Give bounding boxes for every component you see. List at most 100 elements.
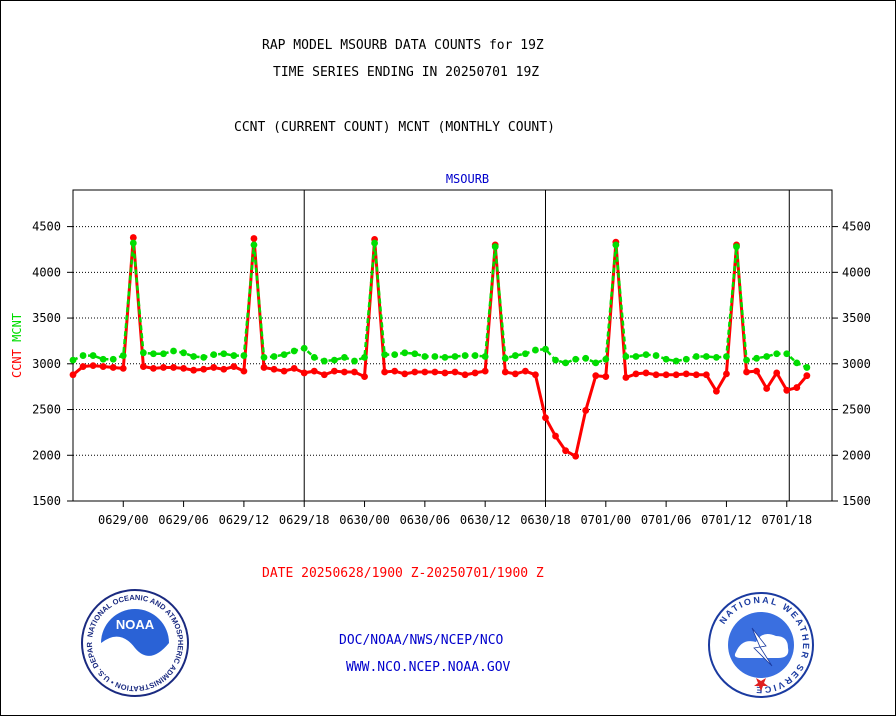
x-tick-label: 0701/18 <box>761 513 812 527</box>
data-point-ccnt <box>582 407 590 414</box>
data-point-ccnt <box>220 365 228 373</box>
data-point-ccnt <box>622 374 630 381</box>
data-point-ccnt <box>330 367 338 375</box>
data-point-ccnt <box>129 234 137 241</box>
data-point-mcnt <box>361 353 368 361</box>
data-point-mcnt <box>702 353 710 360</box>
data-point-mcnt <box>511 352 519 359</box>
data-point-mcnt <box>692 353 700 360</box>
data-point-ccnt <box>280 367 288 375</box>
data-point-ccnt <box>642 369 650 377</box>
data-point-ccnt <box>69 371 77 379</box>
data-point-ccnt <box>682 370 690 378</box>
data-point-mcnt <box>431 353 439 360</box>
data-point-mcnt <box>723 353 730 360</box>
y-tick-label-left: 3000 <box>32 357 61 371</box>
y-tick-label-left: 4500 <box>32 220 61 234</box>
data-point-ccnt <box>702 371 710 379</box>
data-point-mcnt <box>532 346 539 354</box>
data-point-ccnt <box>793 384 801 391</box>
data-point-mcnt <box>803 364 811 371</box>
data-point-mcnt <box>562 359 569 367</box>
data-point-ccnt <box>773 369 781 377</box>
noaa-logo: NATIONAL OCEANIC AND ATMOSPHERIC ADMINIS… <box>80 588 189 697</box>
data-point-mcnt <box>139 349 147 357</box>
data-point-ccnt <box>411 368 419 376</box>
data-point-ccnt <box>351 368 358 376</box>
data-point-ccnt <box>230 363 238 370</box>
series-line-mcnt <box>72 242 808 369</box>
data-point-mcnt <box>672 357 680 365</box>
data-point-mcnt <box>381 351 389 359</box>
data-point-mcnt <box>270 353 278 360</box>
x-tick-label: 0630/18 <box>520 513 571 527</box>
nco-website-link[interactable]: WWW.NCO.NCEP.NOAA.GOV <box>346 660 511 675</box>
x-tick-label: 0701/12 <box>701 513 752 527</box>
nco-org-link[interactable]: DOC/NOAA/NWS/NCEP/NCO <box>339 633 504 648</box>
data-point-ccnt <box>471 369 479 377</box>
data-point-mcnt <box>129 239 137 247</box>
data-point-ccnt <box>501 368 509 376</box>
data-point-ccnt <box>481 367 489 375</box>
y-axis-label-ccnt: CCNT <box>10 349 24 378</box>
data-point-mcnt <box>612 241 620 249</box>
chart-title-line-1: RAP MODEL MSOURB DATA COUNTS for 19Z <box>262 38 544 53</box>
data-point-mcnt <box>280 351 288 359</box>
data-point-ccnt <box>250 235 258 242</box>
data-point-ccnt <box>572 452 580 460</box>
data-point-mcnt <box>743 356 750 364</box>
plot-frame <box>72 189 833 502</box>
data-point-mcnt <box>471 352 479 359</box>
date-range-label: DATE 20250628/1900 Z-20250701/1900 Z <box>262 566 544 581</box>
data-point-ccnt <box>401 370 409 378</box>
data-point-ccnt <box>190 366 198 374</box>
y-axis-label: CCNT MCNT <box>10 313 24 378</box>
data-point-ccnt <box>652 371 660 379</box>
chart-title-line-3: CCNT (CURRENT COUNT) MCNT (MONTHLY COUNT… <box>234 120 555 135</box>
data-point-mcnt <box>552 356 559 364</box>
data-point-mcnt <box>109 355 117 363</box>
data-point-mcnt <box>652 352 660 359</box>
data-point-mcnt <box>190 353 198 360</box>
y-tick-label-left: 2000 <box>32 448 61 462</box>
data-point-mcnt <box>622 353 630 360</box>
data-point-mcnt <box>371 239 378 247</box>
data-point-ccnt <box>310 367 318 375</box>
data-point-ccnt <box>431 368 439 376</box>
data-point-mcnt <box>160 350 167 358</box>
data-point-mcnt <box>662 355 670 363</box>
y-tick-label-left: 3500 <box>32 311 61 325</box>
data-point-ccnt <box>562 447 569 455</box>
data-point-mcnt <box>180 349 187 357</box>
data-point-mcnt <box>89 352 97 359</box>
data-point-mcnt <box>290 347 298 355</box>
data-point-mcnt <box>300 344 308 352</box>
y-tick-label-right: 4500 <box>842 220 871 234</box>
data-point-ccnt <box>391 367 399 375</box>
data-point-mcnt <box>330 356 338 364</box>
y-tick-label-left: 4000 <box>32 265 61 279</box>
data-point-mcnt <box>642 351 650 359</box>
data-point-ccnt <box>270 365 278 373</box>
data-point-ccnt <box>381 368 389 376</box>
data-point-mcnt <box>602 355 610 363</box>
star-icon <box>754 678 768 691</box>
x-tick-label: 0630/12 <box>460 513 511 527</box>
data-point-ccnt <box>240 367 248 375</box>
data-point-ccnt <box>150 364 157 372</box>
data-point-ccnt <box>290 364 298 372</box>
data-point-ccnt <box>783 386 791 394</box>
data-point-mcnt <box>310 353 318 361</box>
data-point-mcnt <box>773 350 781 358</box>
y-tick-label-right: 2500 <box>842 403 871 417</box>
data-point-mcnt <box>150 350 157 358</box>
data-point-ccnt <box>99 363 107 370</box>
data-point-ccnt <box>753 367 761 375</box>
data-point-ccnt <box>89 362 97 370</box>
data-point-ccnt <box>712 387 720 395</box>
y-axis-label-mcnt: MCNT <box>10 313 24 349</box>
data-point-ccnt <box>542 414 549 422</box>
data-point-mcnt <box>411 350 419 358</box>
x-tick-label: 0629/12 <box>219 513 270 527</box>
data-point-mcnt <box>119 352 127 359</box>
